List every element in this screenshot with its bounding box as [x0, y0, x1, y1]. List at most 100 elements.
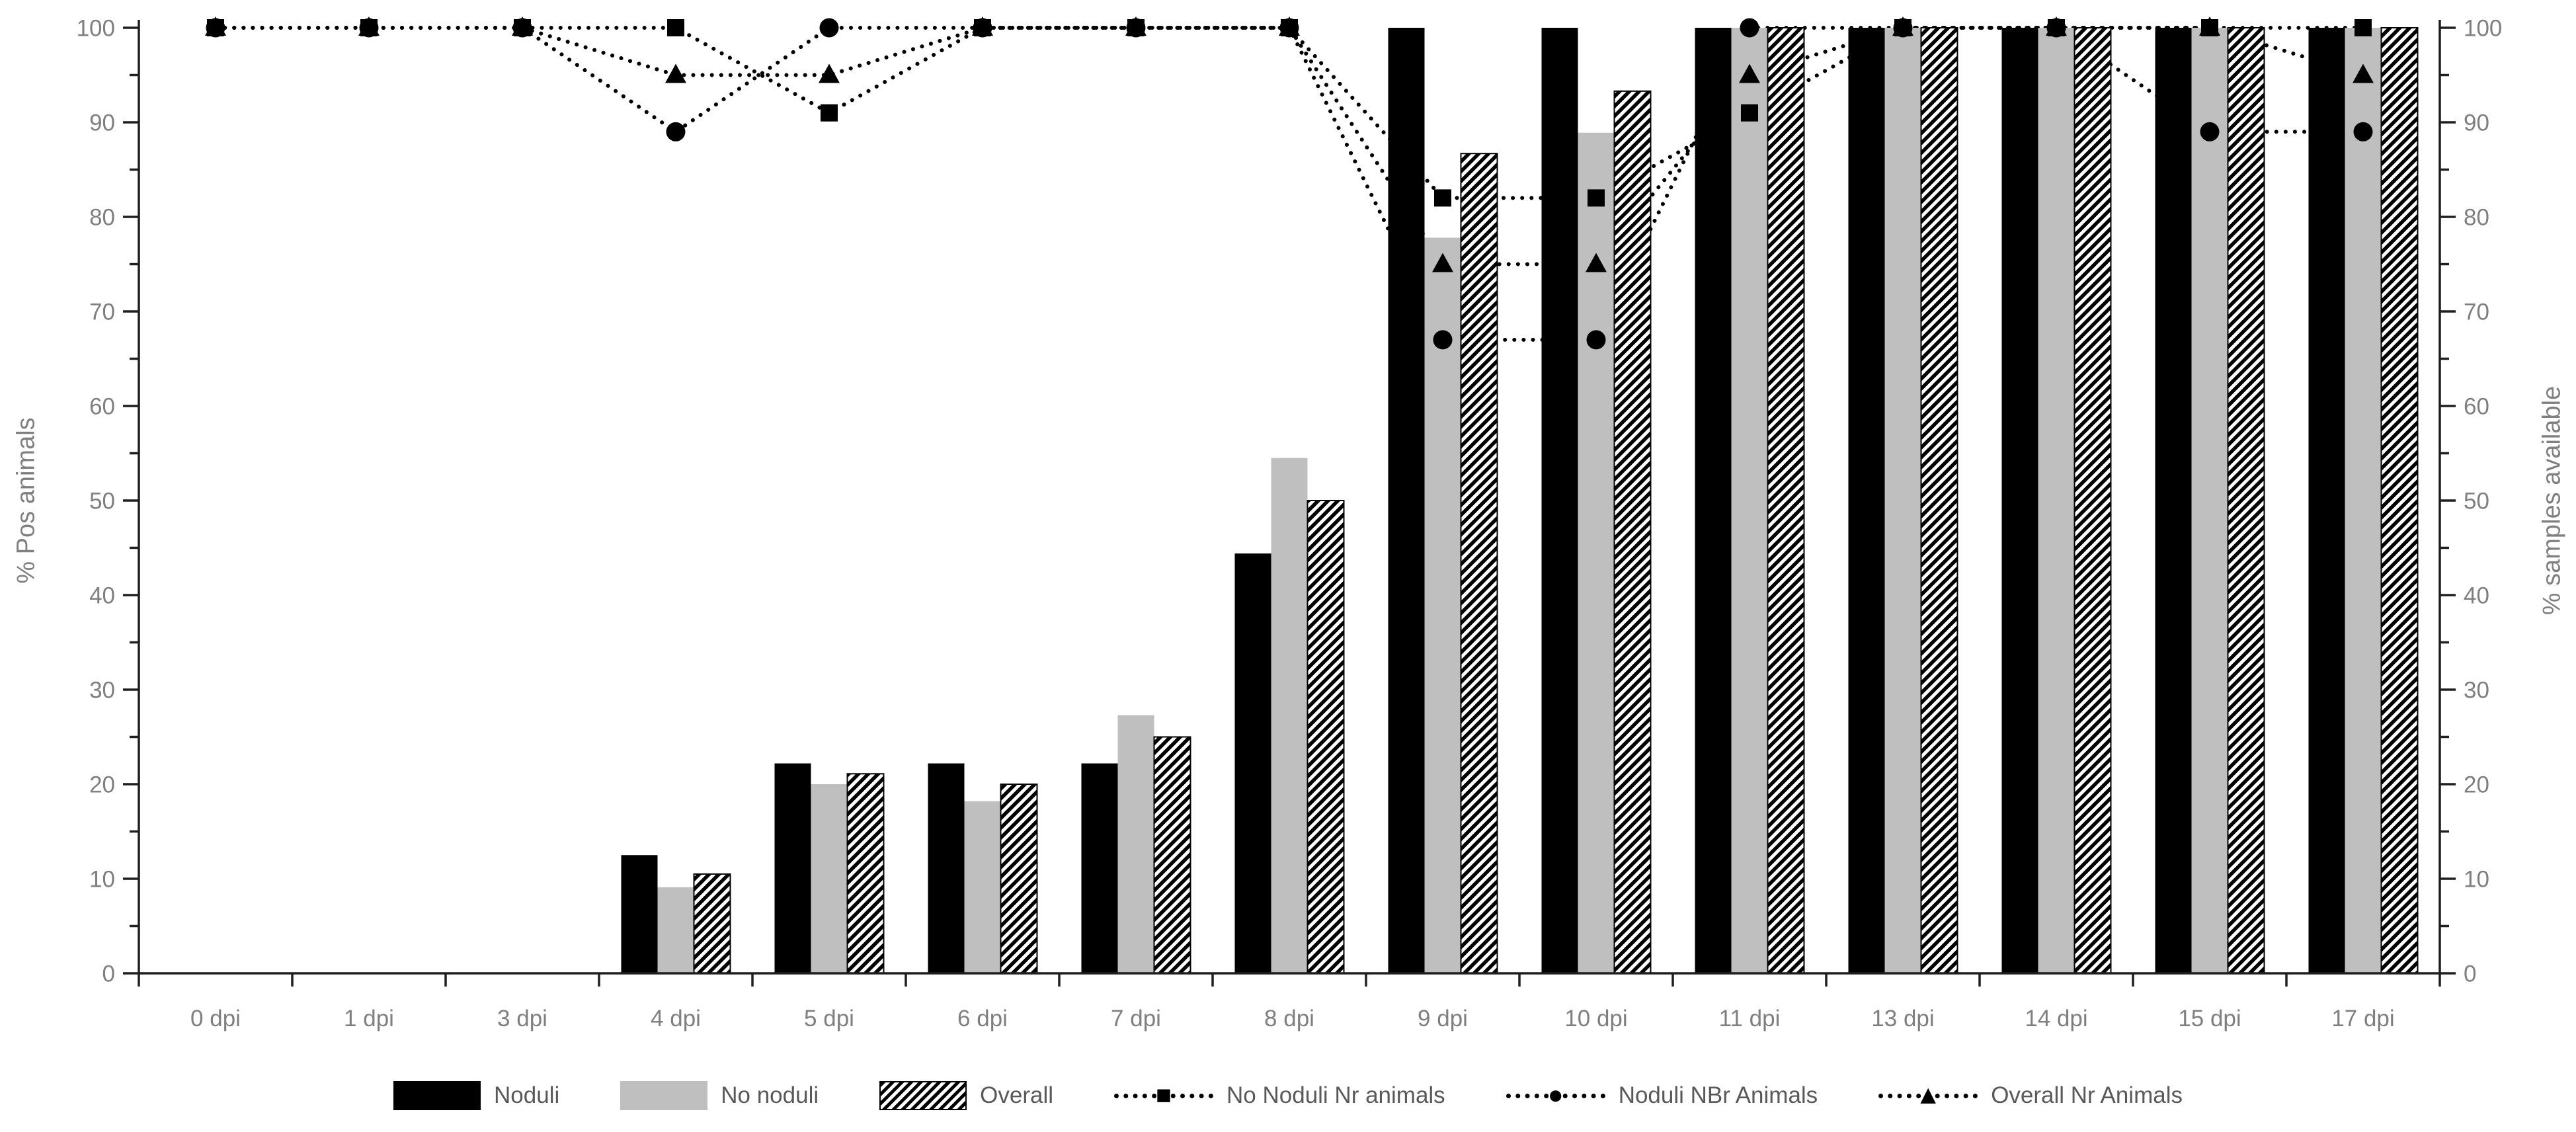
marker-overall-nr-animals-6-dpi — [972, 17, 993, 36]
x-label-10-dpi: 10 dpi — [1564, 1006, 1627, 1031]
bar-noduli-6-dpi — [928, 763, 965, 973]
marker-noduli-nbr-animals-4-dpi — [666, 122, 686, 142]
bar-noduli-9-dpi — [1388, 28, 1425, 973]
bar-no-noduli-5-dpi — [811, 784, 848, 973]
bar-noduli-14-dpi — [2001, 28, 2038, 973]
marker-overall-nr-animals-3-dpi — [512, 17, 533, 36]
left-tick-label-30: 30 — [89, 677, 115, 703]
legend-label-no-noduli: No noduli — [721, 1082, 819, 1108]
legend-item-no-noduli: No noduli — [620, 1081, 819, 1110]
x-label-6-dpi: 6 dpi — [957, 1006, 1008, 1031]
bar-noduli-4-dpi — [621, 855, 658, 973]
right-tick-label-20: 20 — [2464, 772, 2489, 797]
bar-no-noduli-7-dpi — [1117, 715, 1154, 973]
bar-overall-13-dpi — [1920, 27, 1958, 974]
bar-no-noduli-13-dpi — [1884, 28, 1921, 973]
marker-no-noduli-nr-animals-10-dpi — [1588, 189, 1605, 207]
right-tick-label-30: 30 — [2464, 677, 2489, 703]
marker-noduli-nbr-animals-9-dpi — [1433, 330, 1453, 350]
marker-no-noduli-nr-animals-9-dpi — [1434, 189, 1451, 207]
axes-group: 0 0 10 10 20 20 30 30 40 40 50 50 60 60 70 70 80 80 90 90 10… — [77, 15, 2503, 1031]
bar-overall-9-dpi — [1460, 153, 1498, 975]
legend-item-noduli: Noduli — [393, 1081, 559, 1110]
legend-item-overall: Overall — [879, 1081, 1053, 1110]
bar-no-noduli-17-dpi — [2345, 28, 2382, 973]
marker-overall-nr-animals-7-dpi — [1125, 17, 1147, 36]
left-axis-title: % Pos animals — [12, 417, 40, 584]
right-axis-title: % samples available — [2538, 385, 2566, 616]
marker-no-noduli-nr-animals-4-dpi — [667, 19, 684, 36]
bar-no-noduli-8-dpi — [1271, 458, 1308, 973]
bar-noduli-10-dpi — [1541, 28, 1578, 973]
x-label-9-dpi: 9 dpi — [1418, 1006, 1468, 1031]
bar-no-noduli-9-dpi — [1424, 237, 1461, 974]
bar-noduli-13-dpi — [1848, 28, 1885, 973]
bar-no-noduli-4-dpi — [657, 887, 694, 973]
legend-label-overall: Overall — [980, 1082, 1054, 1108]
bar-series-group — [621, 27, 2419, 975]
legend-label-noduli-nbr-animals: Noduli NBr Animals — [1618, 1082, 1818, 1108]
legend-swatch-overall-nr-animals-triangle-icon: ▲ — [1878, 1078, 1978, 1113]
bar-overall-7-dpi — [1153, 736, 1191, 974]
right-tick-label-60: 60 — [2464, 393, 2489, 419]
left-tick-label-10: 10 — [89, 866, 115, 892]
marker-noduli-nbr-animals-15-dpi — [2200, 122, 2220, 142]
bar-noduli-15-dpi — [2155, 28, 2192, 973]
x-label-8-dpi: 8 dpi — [1264, 1006, 1314, 1031]
left-tick-label-90: 90 — [89, 110, 115, 136]
marker-overall-nr-animals-15-dpi — [2199, 17, 2220, 36]
bar-no-noduli-6-dpi — [964, 801, 1001, 973]
legend-swatch-noduli — [393, 1081, 481, 1110]
marker-no-noduli-nr-animals-5-dpi — [821, 104, 838, 122]
marker-no-noduli-nr-animals-17-dpi — [2355, 19, 2372, 36]
x-label-14-dpi: 14 dpi — [2025, 1006, 2087, 1031]
x-label-7-dpi: 7 dpi — [1111, 1006, 1161, 1031]
bar-noduli-7-dpi — [1081, 763, 1118, 973]
bar-overall-4-dpi — [693, 873, 731, 974]
legend-swatch-no-noduli-nr-animals-square-icon: ■ — [1114, 1078, 1214, 1113]
x-label-1-dpi: 1 dpi — [344, 1006, 394, 1031]
left-tick-label-100: 100 — [77, 15, 115, 41]
dotted-line-icon — [1114, 1094, 1214, 1098]
x-label-13-dpi: 13 dpi — [1871, 1006, 1934, 1031]
right-tick-label-70: 70 — [2464, 299, 2489, 325]
bar-no-noduli-15-dpi — [2191, 28, 2228, 973]
marker-noduli-nbr-animals-17-dpi — [2353, 122, 2373, 142]
legend-swatch-no-noduli — [620, 1081, 708, 1110]
marker-overall-nr-animals-13-dpi — [1892, 17, 1913, 36]
legend-item-overall-nr-animals: ▲ Overall Nr Animals — [1878, 1078, 2183, 1113]
bar-overall-10-dpi — [1613, 90, 1652, 974]
left-tick-label-20: 20 — [89, 772, 115, 797]
right-tick-label-90: 90 — [2464, 110, 2489, 136]
x-label-5-dpi: 5 dpi — [804, 1006, 854, 1031]
bar-no-noduli-11-dpi — [1731, 28, 1768, 973]
bar-noduli-17-dpi — [2308, 28, 2345, 973]
x-label-3-dpi: 3 dpi — [497, 1006, 547, 1031]
marker-noduli-nbr-animals-10-dpi — [1586, 330, 1606, 350]
marker-overall-nr-animals-8-dpi — [1279, 17, 1300, 36]
marker-overall-nr-animals-11-dpi — [1739, 63, 1760, 83]
triangle-marker-icon: ▲ — [1915, 1080, 1941, 1110]
marker-noduli-nbr-animals-11-dpi — [1740, 18, 1759, 38]
x-label-4-dpi: 4 dpi — [651, 1006, 701, 1031]
marker-overall-nr-animals-5-dpi — [819, 63, 840, 83]
bar-noduli-8-dpi — [1234, 553, 1271, 973]
x-label-0-dpi: 0 dpi — [190, 1006, 241, 1031]
right-tick-label-40: 40 — [2464, 583, 2489, 608]
x-label-15-dpi: 15 dpi — [2178, 1006, 2241, 1031]
marker-noduli-nbr-animals-5-dpi — [819, 18, 839, 38]
left-tick-label-80: 80 — [89, 204, 115, 230]
bar-noduli-11-dpi — [1695, 28, 1732, 973]
bar-overall-5-dpi — [846, 773, 885, 975]
left-tick-label-40: 40 — [89, 583, 115, 608]
marker-no-noduli-nr-animals-11-dpi — [1741, 104, 1758, 122]
dotted-line-icon — [1878, 1094, 1978, 1098]
marker-overall-nr-animals-0-dpi — [205, 17, 226, 36]
marker-overall-nr-animals-14-dpi — [2046, 17, 2067, 36]
marker-overall-nr-animals-9-dpi — [1432, 253, 1453, 272]
legend-swatch-noduli-nbr-animals-circle-icon: ● — [1506, 1078, 1605, 1113]
dotted-line-icon — [1506, 1094, 1605, 1098]
x-label-17-dpi: 17 dpi — [2331, 1006, 2394, 1031]
legend-label-no-noduli-nr-animals: No Noduli Nr animals — [1227, 1082, 1445, 1108]
